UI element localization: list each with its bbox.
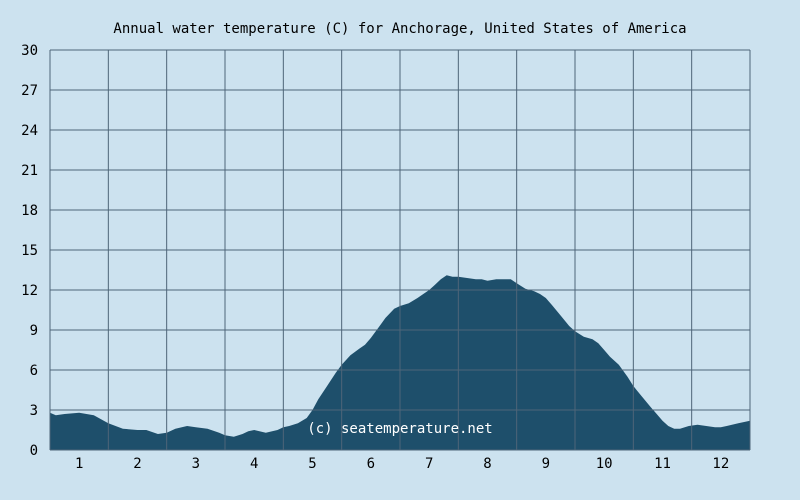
y-tick-label: 9 bbox=[30, 323, 38, 339]
y-tick-label: 0 bbox=[30, 443, 38, 459]
y-tick-label: 18 bbox=[21, 203, 38, 219]
x-tick-label: 10 bbox=[596, 456, 613, 472]
y-axis-ticks: 0 3 6 9 12 15 18 21 24 27 30 bbox=[21, 43, 38, 459]
x-tick-label: 3 bbox=[192, 456, 200, 472]
y-tick-label: 3 bbox=[30, 403, 38, 419]
x-tick-label: 5 bbox=[308, 456, 316, 472]
x-tick-label: 8 bbox=[483, 456, 491, 472]
x-tick-label: 2 bbox=[133, 456, 141, 472]
y-tick-label: 15 bbox=[21, 243, 38, 259]
x-tick-label: 12 bbox=[712, 456, 729, 472]
y-tick-label: 6 bbox=[30, 363, 38, 379]
y-tick-label: 12 bbox=[21, 283, 38, 299]
x-axis-ticks: 1 2 3 4 5 6 7 8 9 10 11 12 bbox=[75, 456, 729, 472]
x-tick-label: 9 bbox=[542, 456, 550, 472]
y-tick-label: 21 bbox=[21, 163, 38, 179]
x-tick-label: 7 bbox=[425, 456, 433, 472]
x-tick-label: 1 bbox=[75, 456, 83, 472]
chart-title: Annual water temperature (C) for Anchora… bbox=[113, 21, 686, 37]
x-tick-label: 4 bbox=[250, 456, 258, 472]
y-tick-label: 27 bbox=[21, 83, 38, 99]
grid-layer bbox=[49, 49, 751, 451]
x-tick-label: 6 bbox=[367, 456, 375, 472]
y-tick-label: 24 bbox=[21, 123, 38, 139]
y-tick-label: 30 bbox=[21, 43, 38, 59]
watermark: (c) seatemperature.net bbox=[307, 421, 492, 437]
x-tick-label: 11 bbox=[654, 456, 671, 472]
